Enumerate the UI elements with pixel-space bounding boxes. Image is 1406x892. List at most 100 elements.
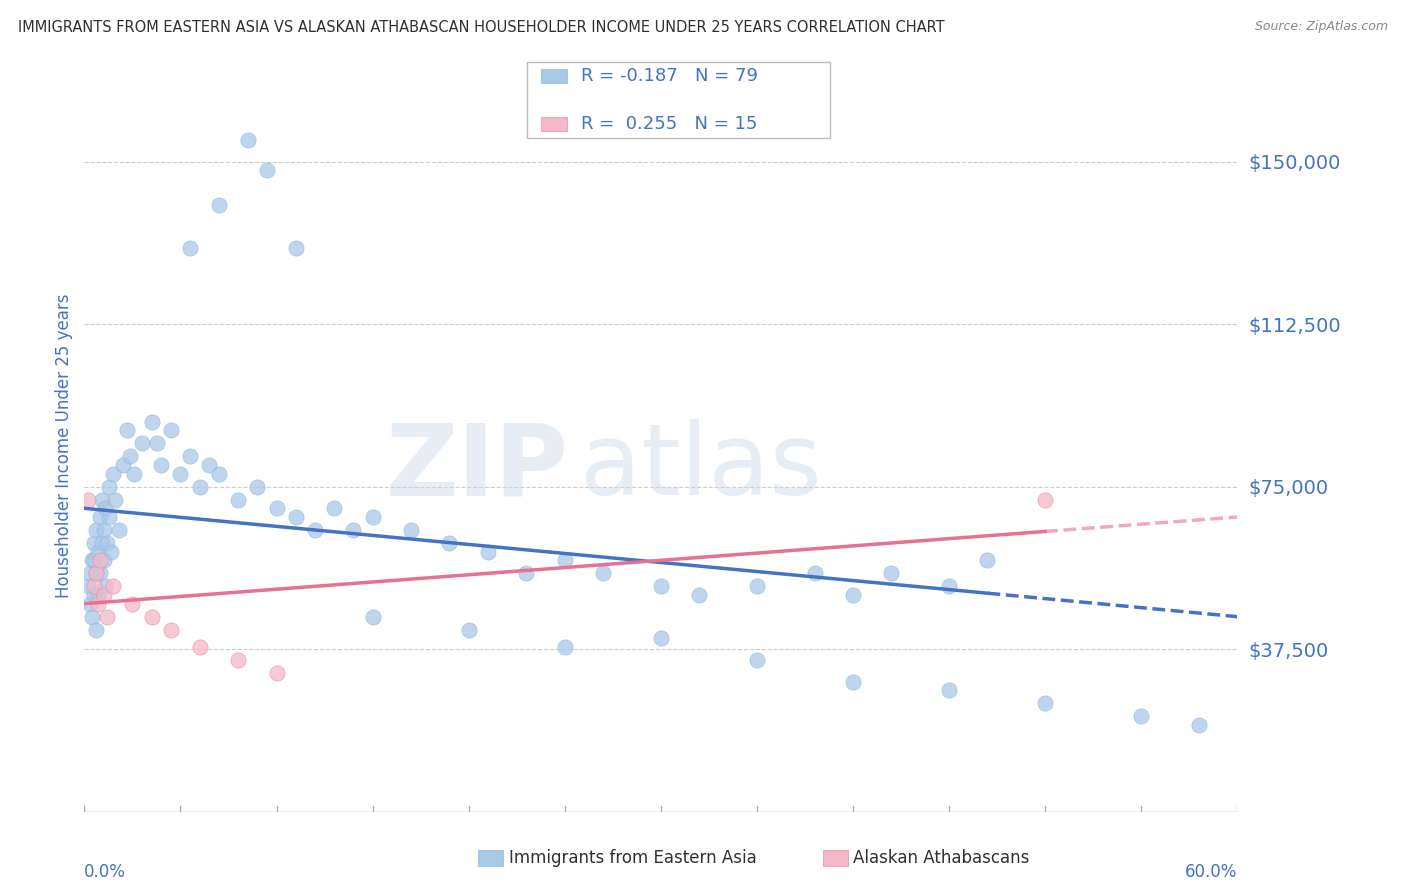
Point bbox=[79, 597, 101, 611]
Point bbox=[1130, 709, 1153, 723]
Point bbox=[1033, 492, 1056, 507]
Point bbox=[842, 588, 865, 602]
Text: 0.0%: 0.0% bbox=[84, 863, 127, 881]
Text: 60.0%: 60.0% bbox=[1185, 863, 1237, 881]
Point bbox=[188, 480, 211, 494]
Text: R =  0.255   N = 15: R = 0.255 N = 15 bbox=[581, 115, 756, 133]
Point bbox=[84, 623, 107, 637]
Point bbox=[146, 436, 169, 450]
Point bbox=[650, 632, 672, 646]
Point bbox=[93, 553, 115, 567]
Point bbox=[284, 510, 307, 524]
Point bbox=[96, 536, 118, 550]
Point bbox=[342, 523, 364, 537]
Point bbox=[120, 450, 142, 464]
Point bbox=[90, 536, 112, 550]
Point bbox=[87, 597, 110, 611]
Text: Alaskan Athabascans: Alaskan Athabascans bbox=[853, 849, 1029, 867]
Point bbox=[150, 458, 173, 472]
Text: atlas: atlas bbox=[581, 419, 821, 516]
Point bbox=[160, 623, 183, 637]
Point bbox=[79, 566, 101, 581]
Point bbox=[83, 553, 105, 567]
Text: R = -0.187   N = 79: R = -0.187 N = 79 bbox=[581, 67, 758, 85]
Point bbox=[592, 566, 614, 581]
Point bbox=[96, 609, 118, 624]
Point bbox=[650, 579, 672, 593]
Point bbox=[115, 423, 138, 437]
Text: Immigrants from Eastern Asia: Immigrants from Eastern Asia bbox=[509, 849, 756, 867]
Point bbox=[121, 597, 143, 611]
Point bbox=[124, 467, 146, 481]
Point bbox=[93, 588, 115, 602]
Point bbox=[100, 544, 122, 558]
Point bbox=[160, 423, 183, 437]
Point bbox=[745, 653, 768, 667]
Point bbox=[688, 588, 710, 602]
Point bbox=[87, 588, 110, 602]
Point bbox=[198, 458, 221, 472]
Point bbox=[439, 536, 461, 550]
Point bbox=[554, 553, 576, 567]
Point bbox=[842, 674, 865, 689]
Point bbox=[89, 510, 111, 524]
Point bbox=[477, 544, 499, 558]
Point bbox=[188, 640, 211, 654]
Point bbox=[266, 666, 288, 681]
Point bbox=[103, 579, 124, 593]
Point bbox=[87, 544, 110, 558]
Point bbox=[84, 523, 107, 537]
Point bbox=[745, 579, 768, 593]
Point bbox=[256, 163, 278, 178]
Point bbox=[179, 241, 201, 255]
Point bbox=[208, 198, 231, 212]
Point bbox=[1188, 718, 1211, 732]
Text: ZIP: ZIP bbox=[385, 419, 568, 516]
Point bbox=[284, 241, 307, 255]
Point bbox=[84, 566, 107, 581]
Point bbox=[84, 566, 107, 581]
Point bbox=[1033, 697, 1056, 711]
Point bbox=[236, 133, 259, 147]
Point bbox=[554, 640, 576, 654]
Point bbox=[108, 523, 131, 537]
Point bbox=[131, 436, 153, 450]
Point bbox=[89, 566, 111, 581]
Point bbox=[976, 553, 998, 567]
Point bbox=[94, 579, 117, 593]
Point bbox=[515, 566, 537, 581]
Point bbox=[94, 501, 117, 516]
Point bbox=[77, 579, 100, 593]
Point bbox=[169, 467, 191, 481]
Point bbox=[457, 623, 479, 637]
Point bbox=[361, 510, 384, 524]
Point bbox=[83, 536, 105, 550]
Point bbox=[80, 609, 103, 624]
Point bbox=[803, 566, 825, 581]
Point bbox=[89, 553, 111, 567]
Point bbox=[323, 501, 346, 516]
Point bbox=[938, 683, 960, 698]
Point bbox=[179, 450, 201, 464]
Point bbox=[141, 609, 163, 624]
Point bbox=[226, 653, 249, 667]
Y-axis label: Householder Income Under 25 years: Householder Income Under 25 years bbox=[55, 293, 73, 599]
Point bbox=[93, 523, 115, 537]
Point bbox=[208, 467, 231, 481]
Point bbox=[103, 467, 124, 481]
Point bbox=[246, 480, 269, 494]
Point bbox=[938, 579, 960, 593]
Point bbox=[83, 579, 105, 593]
Point bbox=[399, 523, 422, 537]
Point bbox=[104, 492, 127, 507]
Point bbox=[226, 492, 249, 507]
Point bbox=[304, 523, 326, 537]
Point bbox=[266, 501, 288, 516]
Point bbox=[80, 553, 103, 567]
Point bbox=[98, 480, 121, 494]
Point bbox=[361, 609, 384, 624]
Point bbox=[98, 510, 121, 524]
Text: Source: ZipAtlas.com: Source: ZipAtlas.com bbox=[1254, 20, 1388, 33]
Text: IMMIGRANTS FROM EASTERN ASIA VS ALASKAN ATHABASCAN HOUSEHOLDER INCOME UNDER 25 Y: IMMIGRANTS FROM EASTERN ASIA VS ALASKAN … bbox=[18, 20, 945, 35]
Point bbox=[141, 415, 163, 429]
